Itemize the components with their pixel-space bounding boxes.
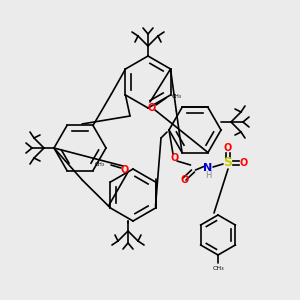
- Text: O: O: [171, 153, 179, 163]
- Text: H: H: [205, 170, 211, 179]
- Text: O: O: [224, 143, 232, 153]
- Text: O: O: [148, 103, 156, 113]
- Text: CH₃: CH₃: [212, 266, 224, 271]
- Text: CH₃: CH₃: [172, 94, 182, 98]
- Text: O: O: [121, 165, 129, 175]
- Text: S: S: [224, 157, 232, 169]
- Text: N: N: [203, 163, 213, 173]
- Text: O: O: [181, 175, 189, 185]
- Text: O: O: [240, 158, 248, 168]
- Text: CH₃: CH₃: [95, 163, 105, 167]
